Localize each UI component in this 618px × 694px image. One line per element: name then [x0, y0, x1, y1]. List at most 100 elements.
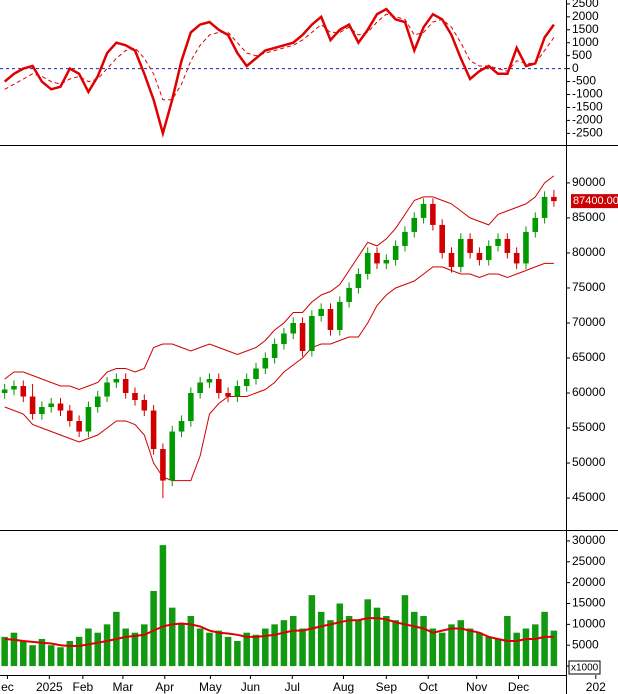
volume-bar: [494, 638, 502, 667]
candle-body: [225, 393, 231, 397]
y-tick-label: 2500: [572, 0, 599, 10]
candle-body: [309, 315, 315, 351]
y-tick-label: 1500: [572, 22, 599, 36]
candle-body: [206, 379, 213, 383]
candle-body: [485, 245, 492, 260]
volume-bar: [215, 630, 223, 667]
candle-body: [532, 217, 539, 232]
y-tick-label: 60000: [572, 385, 606, 399]
volume-bar: [141, 624, 148, 667]
x-tick-label: Aug: [333, 680, 354, 694]
candle-body: [85, 407, 92, 432]
candle-body: [383, 259, 390, 264]
volume-bar: [234, 641, 241, 667]
candle-body: [318, 308, 324, 316]
volume-bar: [438, 632, 446, 667]
volume-bar: [38, 638, 46, 667]
volume-bar: [206, 632, 213, 667]
volume-bar: [159, 545, 167, 667]
volume-average: [4, 617, 554, 647]
volume-bar: [243, 632, 250, 667]
candle-body: [420, 203, 427, 218]
volume-bar: [178, 624, 185, 667]
volume-bar: [485, 636, 492, 667]
candle-body: [402, 231, 408, 246]
x-tick-label: Dec: [508, 680, 529, 694]
volume-bar: [373, 607, 381, 667]
volume-bar: [345, 616, 353, 667]
candle-body: [476, 252, 483, 260]
y-tick-label: 50000: [572, 455, 606, 469]
x-tick-label: 2025: [36, 680, 63, 694]
y-tick-label: 5000: [572, 637, 599, 651]
volume-bar: [401, 595, 409, 667]
candle-body: [188, 393, 194, 422]
last-price-box: [571, 194, 618, 209]
volume-bar: [448, 624, 455, 667]
candle-body: [94, 396, 101, 408]
y-tick-label: 85000: [572, 210, 606, 224]
candle-body: [1, 389, 8, 394]
y-tick-label: 25000: [572, 554, 606, 568]
x-tick-label: May: [199, 680, 222, 694]
volume-bar: [150, 590, 157, 667]
signal-line: [4, 13, 555, 101]
volume-bar: [122, 628, 129, 667]
y-tick-label: 70000: [572, 315, 606, 329]
y-tick-label: -2500: [572, 126, 603, 140]
candle-body: [299, 322, 306, 351]
volume-bar: [289, 616, 297, 667]
candle-body: [411, 217, 418, 232]
volume-bar: [457, 620, 465, 667]
unit-box: [568, 660, 601, 675]
y-tick-label: 2000: [572, 9, 599, 23]
candle-body: [327, 308, 334, 330]
y-tick-label: 80000: [572, 245, 606, 259]
volume-bar: [94, 632, 102, 667]
candle-body: [169, 431, 176, 481]
x-tick-label: Mar: [113, 680, 134, 694]
x-tick-label: Nov: [466, 680, 487, 694]
candle-body: [430, 203, 436, 225]
volume-bar: [411, 611, 418, 667]
volume-bar: [280, 620, 288, 667]
candle-body: [48, 403, 54, 408]
candle-body: [104, 382, 110, 397]
x-tick-label: Jul: [285, 680, 300, 694]
y-tick-label: -2000: [572, 113, 603, 127]
candle-body: [122, 379, 129, 394]
x-tick-label: Oct: [419, 680, 438, 694]
volume-bar: [420, 616, 427, 667]
volume-bar: [131, 632, 139, 667]
candle-body: [11, 386, 17, 390]
volume-bar: [466, 628, 474, 667]
candle-body: [281, 333, 287, 344]
volume-bar: [355, 620, 362, 667]
candle-body: [458, 238, 464, 267]
volume-bar: [429, 628, 437, 667]
volume-bar: [271, 624, 278, 667]
volume-bar: [20, 641, 27, 667]
candle-body: [132, 393, 138, 401]
candle-body: [29, 396, 36, 415]
candle-body: [243, 379, 250, 387]
y-tick-label: -500: [572, 74, 596, 88]
y-tick-label: 15000: [572, 596, 606, 610]
candle-body: [76, 421, 82, 432]
volume-bar: [522, 628, 530, 667]
candle-body: [197, 382, 203, 394]
candle-body: [504, 238, 511, 253]
volume-bar: [47, 645, 55, 667]
candle-body: [39, 407, 45, 415]
candle-body: [67, 410, 73, 422]
candle-body: [439, 224, 445, 253]
unit-label: x1000: [571, 663, 599, 674]
volume-bar: [383, 616, 390, 667]
volume-bar: [513, 632, 520, 667]
volume-bar: [103, 624, 111, 667]
volume-bar: [262, 628, 269, 667]
last-price-label: 87400.00: [573, 195, 618, 207]
candle-body: [551, 196, 557, 202]
